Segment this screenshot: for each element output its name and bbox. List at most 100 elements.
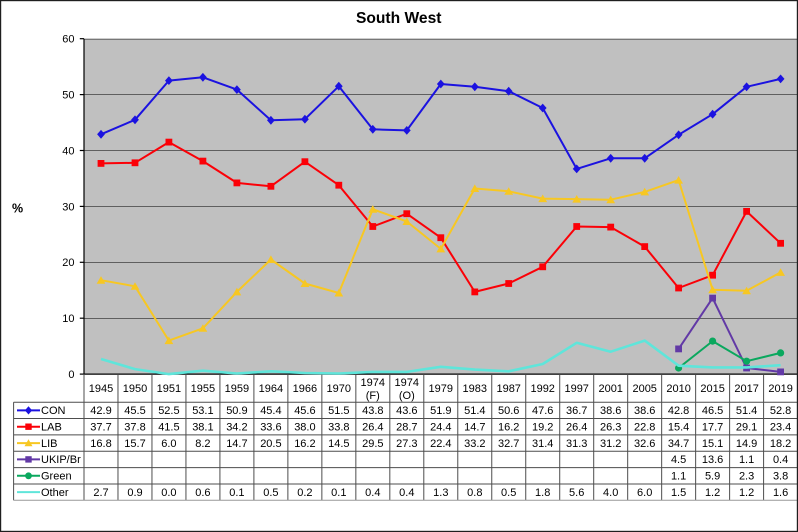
svg-text:23.4: 23.4	[770, 421, 791, 433]
svg-text:1.3: 1.3	[433, 487, 448, 499]
svg-text:10: 10	[62, 313, 74, 325]
svg-text:1983: 1983	[463, 383, 487, 395]
svg-text:0: 0	[68, 369, 74, 381]
svg-text:3.8: 3.8	[773, 471, 788, 483]
svg-text:8.2: 8.2	[195, 438, 210, 450]
svg-text:15.1: 15.1	[702, 438, 723, 450]
svg-text:UKIP/Br: UKIP/Br	[41, 454, 81, 466]
svg-text:%: %	[12, 201, 23, 215]
svg-text:14.7: 14.7	[464, 421, 485, 433]
svg-text:51.5: 51.5	[328, 405, 349, 417]
svg-text:20.5: 20.5	[260, 438, 281, 450]
svg-text:0.0: 0.0	[161, 487, 176, 499]
svg-text:29.5: 29.5	[362, 438, 383, 450]
svg-text:14.7: 14.7	[226, 438, 247, 450]
svg-text:2.3: 2.3	[739, 471, 754, 483]
svg-text:32.7: 32.7	[498, 438, 519, 450]
svg-text:45.6: 45.6	[294, 405, 315, 417]
svg-text:38.6: 38.6	[600, 405, 621, 417]
svg-text:17.7: 17.7	[702, 421, 723, 433]
svg-text:1966: 1966	[293, 383, 317, 395]
svg-text:50: 50	[62, 90, 74, 102]
svg-text:31.4: 31.4	[532, 438, 553, 450]
svg-text:4.5: 4.5	[671, 454, 686, 466]
svg-text:42.9: 42.9	[90, 405, 111, 417]
svg-text:20: 20	[62, 257, 74, 269]
svg-text:LIB: LIB	[41, 438, 58, 450]
svg-text:1.2: 1.2	[739, 487, 754, 499]
svg-text:28.7: 28.7	[396, 421, 417, 433]
svg-text:26.4: 26.4	[566, 421, 587, 433]
svg-text:38.6: 38.6	[634, 405, 655, 417]
svg-text:38.1: 38.1	[192, 421, 213, 433]
svg-text:51.4: 51.4	[464, 405, 485, 417]
svg-text:0.1: 0.1	[331, 487, 346, 499]
svg-text:27.3: 27.3	[396, 438, 417, 450]
svg-text:18.2: 18.2	[770, 438, 791, 450]
svg-text:51.9: 51.9	[430, 405, 451, 417]
svg-text:45.4: 45.4	[260, 405, 281, 417]
svg-text:41.5: 41.5	[158, 421, 179, 433]
svg-text:6.0: 6.0	[161, 438, 176, 450]
svg-text:0.5: 0.5	[501, 487, 516, 499]
svg-text:43.6: 43.6	[396, 405, 417, 417]
svg-text:31.2: 31.2	[600, 438, 621, 450]
svg-text:2001: 2001	[598, 383, 622, 395]
svg-text:0.1: 0.1	[229, 487, 244, 499]
svg-text:52.5: 52.5	[158, 405, 179, 417]
svg-text:16.8: 16.8	[90, 438, 111, 450]
svg-text:13.6: 13.6	[702, 454, 723, 466]
svg-text:0.6: 0.6	[195, 487, 210, 499]
svg-text:22.8: 22.8	[634, 421, 655, 433]
svg-text:2010: 2010	[666, 383, 690, 395]
svg-text:1979: 1979	[429, 383, 453, 395]
svg-text:2015: 2015	[700, 383, 724, 395]
svg-text:47.6: 47.6	[532, 405, 553, 417]
svg-text:(F): (F)	[366, 390, 380, 402]
svg-text:0.8: 0.8	[467, 487, 482, 499]
svg-text:1970: 1970	[327, 383, 351, 395]
svg-text:1987: 1987	[496, 383, 520, 395]
svg-text:43.8: 43.8	[362, 405, 383, 417]
svg-text:0.5: 0.5	[263, 487, 278, 499]
svg-text:37.7: 37.7	[90, 421, 111, 433]
svg-text:6.0: 6.0	[637, 487, 652, 499]
svg-text:33.8: 33.8	[328, 421, 349, 433]
svg-text:14.9: 14.9	[736, 438, 757, 450]
svg-text:60: 60	[62, 34, 74, 46]
svg-text:52.8: 52.8	[770, 405, 791, 417]
svg-text:26.3: 26.3	[600, 421, 621, 433]
svg-text:1945: 1945	[89, 383, 113, 395]
svg-text:15.4: 15.4	[668, 421, 689, 433]
svg-text:0.4: 0.4	[365, 487, 380, 499]
svg-text:24.4: 24.4	[430, 421, 451, 433]
svg-text:34.2: 34.2	[226, 421, 247, 433]
svg-text:51.4: 51.4	[736, 405, 757, 417]
svg-text:1992: 1992	[530, 383, 554, 395]
svg-text:32.6: 32.6	[634, 438, 655, 450]
svg-text:0.4: 0.4	[773, 454, 788, 466]
svg-text:2019: 2019	[768, 383, 792, 395]
svg-text:53.1: 53.1	[192, 405, 213, 417]
svg-text:1.2: 1.2	[705, 487, 720, 499]
svg-text:1.6: 1.6	[773, 487, 788, 499]
svg-text:(O): (O)	[399, 390, 415, 402]
svg-text:26.4: 26.4	[362, 421, 383, 433]
svg-text:1.5: 1.5	[671, 487, 686, 499]
svg-text:4.0: 4.0	[603, 487, 618, 499]
svg-text:LAB: LAB	[41, 421, 62, 433]
svg-text:1.8: 1.8	[535, 487, 550, 499]
svg-text:South West: South West	[356, 10, 441, 27]
svg-text:1974: 1974	[395, 377, 419, 389]
svg-text:1950: 1950	[123, 383, 147, 395]
svg-text:16.2: 16.2	[498, 421, 519, 433]
svg-text:0.9: 0.9	[127, 487, 142, 499]
svg-text:15.7: 15.7	[124, 438, 145, 450]
svg-text:Other: Other	[41, 487, 69, 499]
svg-text:36.7: 36.7	[566, 405, 587, 417]
svg-text:CON: CON	[41, 405, 66, 417]
svg-text:22.4: 22.4	[430, 438, 451, 450]
svg-text:1959: 1959	[225, 383, 249, 395]
svg-text:45.5: 45.5	[124, 405, 145, 417]
svg-text:16.2: 16.2	[294, 438, 315, 450]
